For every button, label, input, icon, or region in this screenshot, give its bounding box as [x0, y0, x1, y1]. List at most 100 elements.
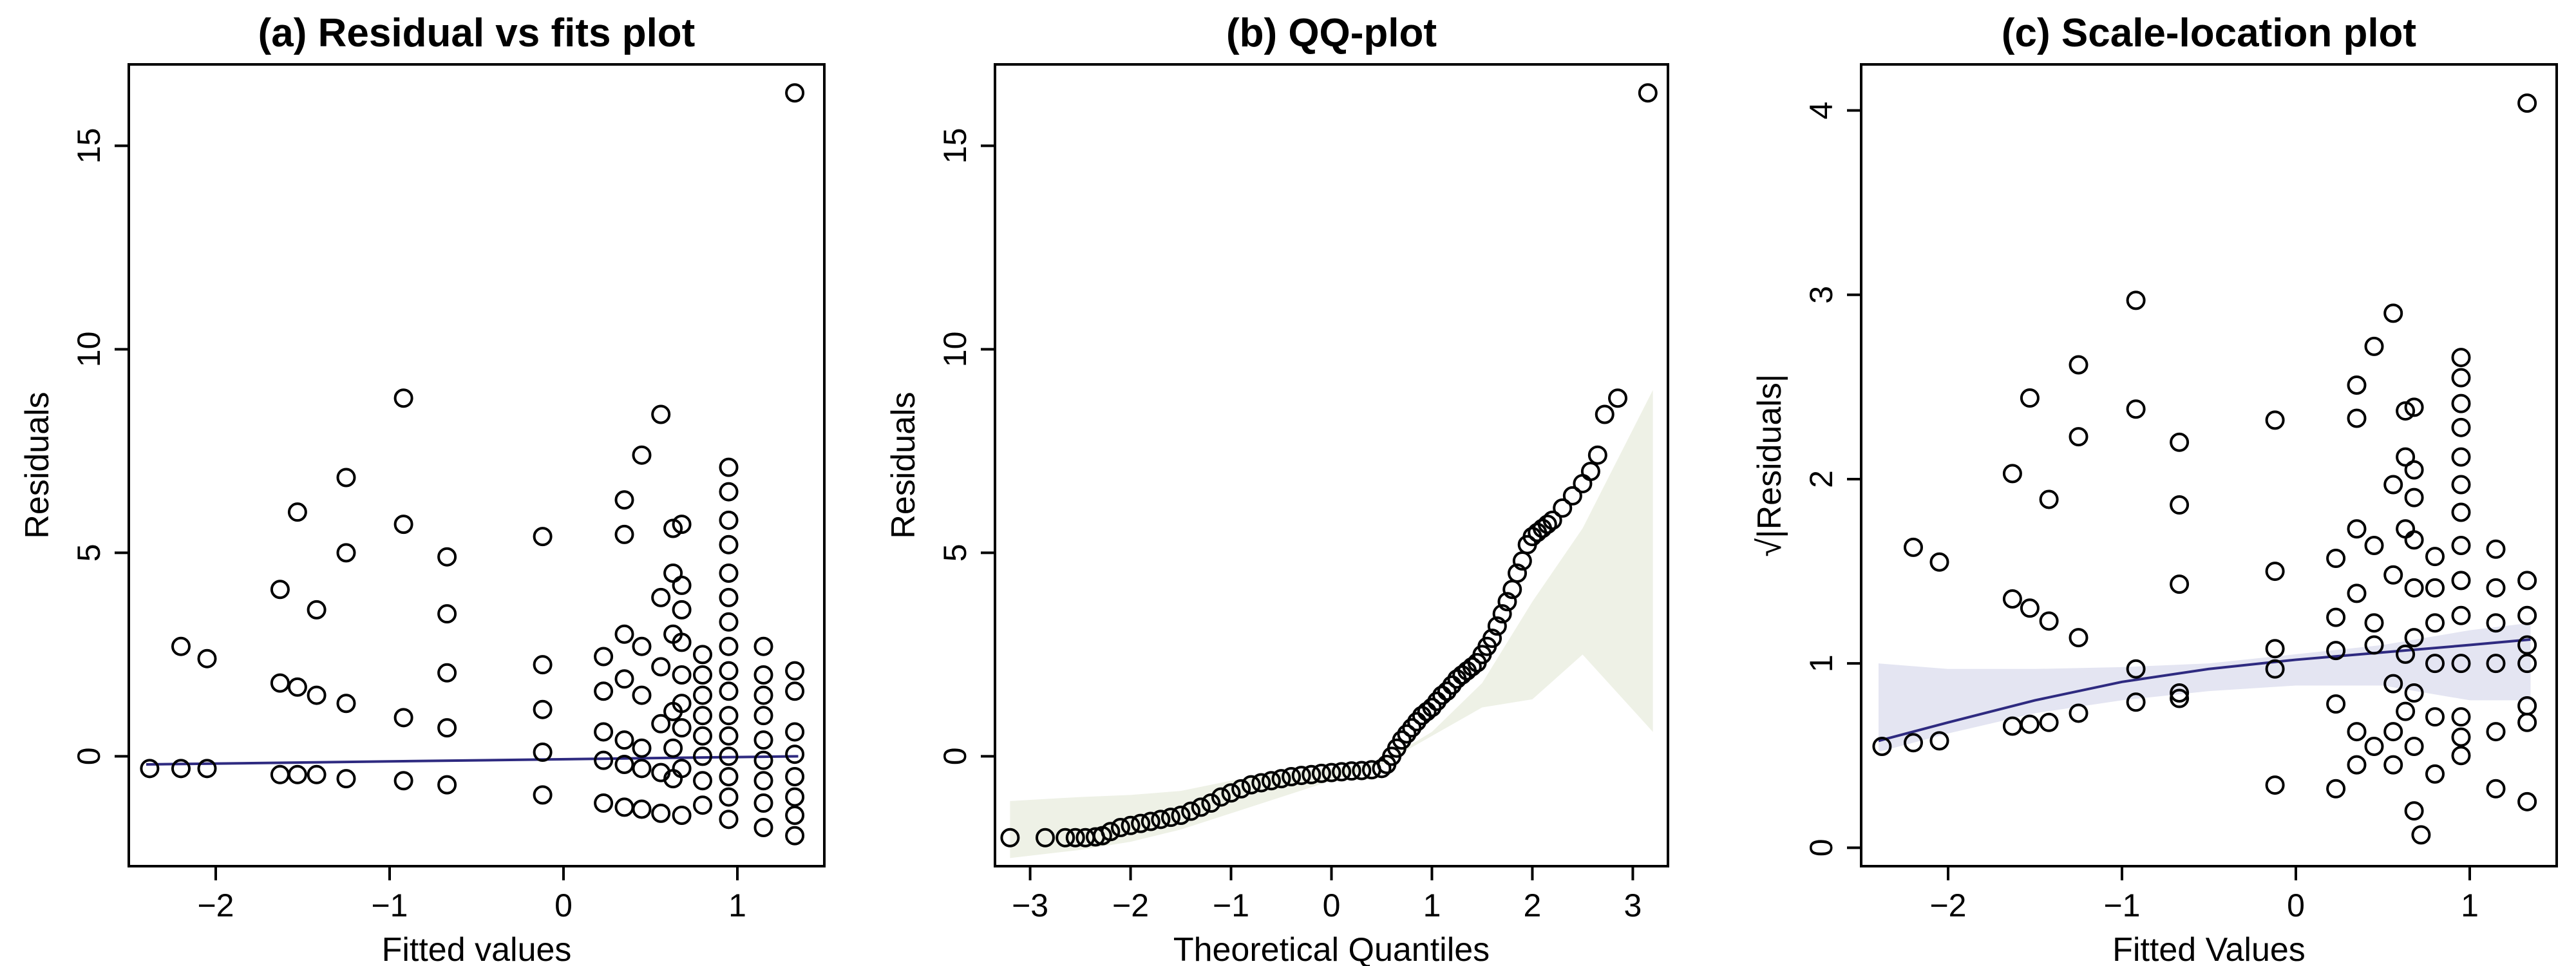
data-point: [437, 604, 457, 624]
x-axis-label: Fitted values: [382, 931, 572, 966]
data-point: [1638, 83, 1658, 103]
data-point: [1291, 766, 1311, 786]
data-point: [1302, 764, 1321, 784]
data-point: [1211, 787, 1231, 807]
data-point: [2404, 801, 2424, 821]
data-point: [672, 575, 692, 595]
data-point: [2404, 683, 2424, 703]
y-axis-label: Residuals: [885, 392, 922, 538]
data-point: [632, 685, 652, 705]
data-point: [1282, 766, 1302, 786]
data-point: [632, 738, 652, 758]
data-point: [663, 563, 683, 583]
data-point: [693, 795, 712, 815]
data-point: [1482, 629, 1502, 649]
data-point: [594, 722, 614, 742]
data-point: [2383, 565, 2403, 585]
data-point: [2517, 712, 2537, 732]
data-point: [2347, 755, 2367, 775]
data-point: [2039, 489, 2059, 509]
data-point: [2347, 519, 2367, 539]
data-point: [2326, 607, 2346, 627]
data-point: [171, 759, 191, 779]
data-point: [2396, 644, 2416, 664]
data-point: [1929, 552, 1949, 572]
data-point: [2126, 399, 2146, 419]
plot-frame: [128, 63, 826, 867]
data-point: [1573, 473, 1593, 493]
data-point: [594, 681, 614, 701]
data-point: [287, 502, 307, 522]
data-point: [2347, 583, 2367, 603]
data-point: [1580, 461, 1600, 481]
data-point: [2002, 589, 2022, 609]
data-point: [2451, 393, 2471, 413]
data-point: [2265, 775, 2285, 795]
data-point: [2451, 536, 2471, 555]
data-point: [1417, 701, 1437, 721]
data-point: [336, 468, 356, 488]
data-point: [1110, 817, 1130, 837]
data-point: [2002, 716, 2022, 736]
data-point: [393, 771, 413, 791]
data-point: [632, 799, 652, 819]
data-point: [719, 612, 739, 632]
x-tick-label: −1: [2103, 887, 2140, 923]
data-point: [2265, 562, 2285, 582]
data-point: [594, 793, 614, 813]
data-point: [2265, 410, 2285, 430]
data-point: [2396, 519, 2416, 539]
data-point: [2170, 495, 2190, 515]
data-point: [1487, 616, 1507, 636]
data-point: [2069, 703, 2088, 723]
data-point: [614, 490, 634, 510]
data-point: [1904, 537, 1923, 557]
data-point: [2020, 714, 2040, 734]
data-point: [2126, 659, 2146, 679]
data-point: [693, 665, 712, 685]
data-point: [2451, 417, 2471, 437]
data-point: [1056, 828, 1075, 848]
data-point: [2069, 427, 2088, 447]
data-point: [1271, 769, 1291, 789]
data-point: [2404, 460, 2424, 480]
data-point: [533, 655, 553, 675]
data-point: [2425, 578, 2445, 598]
data-point: [533, 699, 553, 719]
data-point: [719, 766, 739, 786]
data-point: [2020, 598, 2040, 618]
data-point: [1562, 486, 1582, 506]
y-tick-label: 4: [1803, 102, 1839, 120]
data-point: [1397, 724, 1417, 744]
data-point: [140, 759, 160, 779]
data-point: [336, 694, 356, 714]
data-point: [1181, 801, 1201, 821]
data-point: [2404, 578, 2424, 598]
data-point: [753, 793, 773, 813]
plot-frame: [994, 63, 1669, 867]
data-point: [2020, 388, 2040, 408]
data-point: [2404, 530, 2424, 550]
data-point: [785, 661, 805, 681]
x-tick-label: −2: [1929, 887, 1966, 923]
data-point: [2364, 536, 2384, 555]
data-point: [2411, 825, 2431, 845]
data-point: [2383, 475, 2403, 495]
y-tick-label: 10: [937, 332, 973, 368]
data-point: [2364, 613, 2384, 633]
data-point: [2396, 447, 2416, 467]
panel-title: (a) Residual vs fits plot: [258, 11, 696, 55]
data-point: [2451, 368, 2471, 388]
data-point: [2486, 539, 2506, 559]
data-point: [719, 563, 739, 583]
y-tick-label: 15: [71, 128, 107, 164]
data-point: [437, 547, 457, 567]
data-point: [2517, 605, 2537, 625]
data-point: [719, 787, 739, 807]
data-point: [2486, 654, 2506, 674]
data-point: [1432, 685, 1452, 705]
data-point: [2425, 613, 2445, 633]
data-point: [1497, 592, 1517, 612]
data-point: [2170, 432, 2190, 452]
